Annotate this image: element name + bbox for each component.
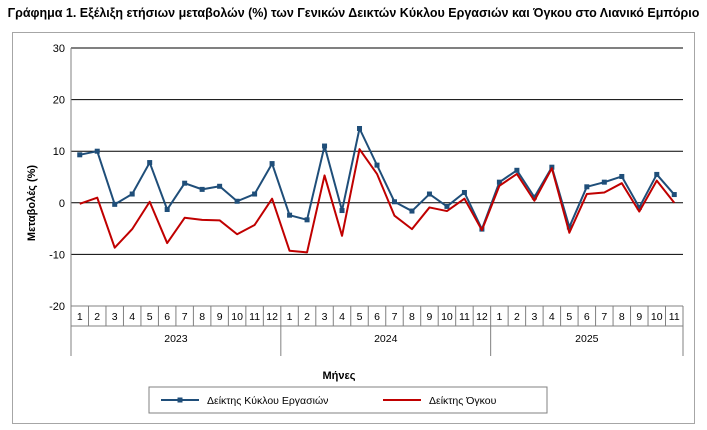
series-layer — [77, 125, 677, 254]
x-axis: 1 2 3 4 5 6 7 8 9 10 11 12 1 2 3 4 5 6 7 8 9 10 11 12 1 2 3 4 5 6 7 8 9 1… — [70, 305, 684, 356]
data-point — [112, 201, 118, 207]
x-group-label: 2023 — [164, 333, 188, 345]
y-tick-labels: 30 20 10 0 -10 -20 — [49, 43, 65, 313]
x-tick-label: 6 — [374, 311, 380, 323]
data-point — [94, 148, 100, 154]
x-tick-label: 11 — [249, 311, 260, 323]
data-point — [252, 191, 258, 197]
x-tick-label: 4 — [129, 311, 135, 323]
x-tick-label: 1 — [77, 311, 83, 323]
legend-item: Δείκτης Όγκου — [383, 395, 497, 407]
series-line — [79, 148, 676, 254]
data-point — [409, 208, 415, 214]
legend: Δείκτης Κύκλου Εργασιών Δείκτης Όγκου — [148, 386, 548, 414]
gridlines — [70, 47, 683, 307]
data-point — [269, 161, 275, 167]
y-tick-label: 20 — [53, 95, 65, 107]
data-point — [426, 191, 432, 197]
data-point — [444, 203, 450, 209]
legend-label: Δείκτης Κύκλου Εργασιών — [207, 395, 328, 407]
x-tick-label: 7 — [182, 311, 188, 323]
data-point — [374, 162, 380, 168]
x-tick-label: 12 — [266, 311, 278, 323]
data-point — [514, 167, 520, 173]
data-point — [147, 160, 153, 166]
legend-box — [148, 386, 548, 414]
x-tick-label: 4 — [339, 311, 345, 323]
x-tick-label: 11 — [669, 311, 680, 323]
x-tick-label: 7 — [392, 311, 398, 323]
x-tick-label: 6 — [164, 311, 170, 323]
legend-marker — [177, 397, 183, 403]
x-group-label: 2024 — [374, 333, 398, 345]
data-point — [129, 191, 135, 197]
x-tick-label: 8 — [409, 311, 415, 323]
y-tick-label: 30 — [53, 43, 65, 55]
x-tick-label: 3 — [531, 311, 537, 323]
x-tick-label: 10 — [231, 311, 243, 323]
data-point — [217, 183, 223, 189]
x-tick-label: 5 — [566, 311, 572, 323]
data-point — [461, 189, 467, 195]
data-point — [584, 184, 590, 190]
x-tick-label: 1 — [287, 311, 293, 323]
data-point — [619, 173, 625, 179]
data-point — [182, 180, 188, 186]
chart-title: Γράφημα 1. Εξέλιξη ετήσιων μεταβολών (%)… — [7, 6, 700, 20]
legend-label: Δείκτης Όγκου — [429, 395, 497, 407]
data-point — [322, 143, 328, 149]
x-tick-label: 2 — [94, 311, 100, 323]
data-point — [671, 192, 677, 198]
data-point — [566, 224, 572, 230]
chart-frame: 30 20 10 0 -10 -20 1 2 3 4 5 6 7 8 9 10 11 12 1 2 3 4 5 6 7 8 9 10… — [12, 32, 695, 424]
x-tick-label: 4 — [549, 311, 555, 323]
x-tick-label: 1 — [496, 311, 502, 323]
data-point — [496, 179, 502, 185]
x-tick-label: 9 — [217, 311, 223, 323]
x-tick-label: 10 — [651, 311, 663, 323]
series-2 — [79, 148, 676, 254]
x-tick-label: 3 — [322, 311, 328, 323]
x-tick-label: 2 — [304, 311, 310, 323]
y-axis-label: Μεταβολές (%) — [26, 165, 38, 241]
x-tick-label: 5 — [147, 311, 153, 323]
data-point — [549, 164, 555, 170]
y-tick-label: 0 — [59, 198, 65, 210]
data-point — [636, 204, 642, 210]
x-tick-label: 7 — [601, 311, 607, 323]
y-tick-label: -10 — [49, 249, 65, 261]
data-point — [287, 212, 293, 218]
x-axis-label: Μήνες — [323, 370, 356, 382]
series-1 — [77, 125, 677, 232]
data-point — [234, 198, 240, 204]
series-line — [79, 127, 676, 231]
data-point — [77, 152, 83, 158]
x-tick-label: 2 — [514, 311, 520, 323]
x-tick-label: 5 — [357, 311, 363, 323]
data-point — [357, 125, 363, 131]
data-point — [531, 194, 537, 200]
data-point — [304, 217, 310, 223]
data-point — [654, 171, 660, 177]
data-point — [164, 207, 170, 213]
x-tick-label: 9 — [427, 311, 433, 323]
x-tick-label: 9 — [636, 311, 642, 323]
x-tick-label: 12 — [476, 311, 488, 323]
x-group-label: 2025 — [575, 333, 599, 345]
data-point — [391, 199, 397, 205]
x-tick-label: 3 — [112, 311, 118, 323]
x-tick-label: 11 — [459, 311, 470, 323]
legend-item: Δείκτης Κύκλου Εργασιών — [161, 395, 328, 407]
data-point — [601, 179, 607, 185]
data-point — [339, 208, 345, 214]
x-tick-label: 8 — [199, 311, 205, 323]
y-tick-label: -20 — [49, 301, 65, 313]
x-tick-label: 8 — [619, 311, 625, 323]
data-point — [199, 186, 205, 192]
x-tick-label: 6 — [584, 311, 590, 323]
x-tick-label: 10 — [441, 311, 453, 323]
y-tick-label: 10 — [53, 146, 65, 158]
